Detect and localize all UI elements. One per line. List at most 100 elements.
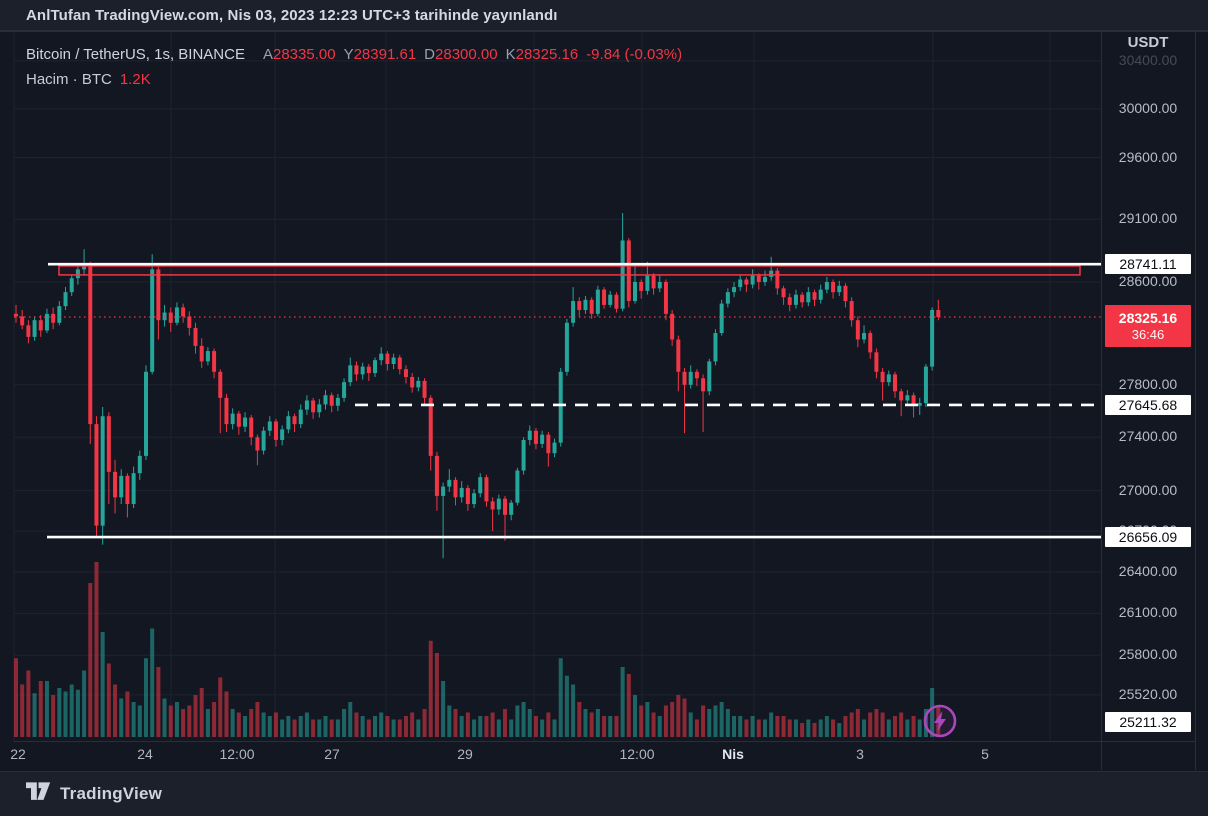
candle-body	[558, 371, 563, 443]
volume-bar	[478, 716, 483, 737]
volume-bar	[750, 716, 755, 737]
volume-bar	[744, 719, 749, 737]
candle-body	[385, 353, 390, 365]
change-value: -9.84 (-0.03%)	[586, 46, 683, 63]
candle-body	[26, 325, 31, 337]
candle-body	[540, 434, 545, 444]
candle-body	[14, 313, 18, 317]
candle-body	[32, 320, 37, 337]
candle-body	[824, 282, 829, 290]
candle-body	[713, 333, 718, 362]
volume-bar	[360, 716, 365, 737]
volume-bar	[521, 702, 526, 737]
candle-body	[812, 292, 817, 300]
volume-bar	[403, 716, 408, 737]
candle-body	[787, 297, 792, 305]
candle-body	[744, 279, 749, 285]
candle-body	[150, 269, 155, 372]
volume-bar	[57, 688, 62, 737]
volume-bar	[459, 716, 464, 737]
time-tick: 12:00	[619, 746, 655, 762]
volume-bar	[781, 716, 786, 737]
volume-bar	[849, 712, 854, 737]
candle-body	[917, 403, 922, 406]
current-price-value: 28325.16	[1118, 310, 1178, 326]
candle-body	[410, 376, 415, 388]
price-tick: 27400.00	[1118, 428, 1178, 445]
volume-bar	[738, 716, 743, 737]
candle-body	[515, 470, 520, 503]
candle-body	[20, 316, 25, 326]
candle-body	[292, 416, 297, 425]
volume-bar	[113, 684, 118, 737]
volume-bar	[540, 719, 545, 737]
candle-body	[88, 264, 93, 425]
volume-bar	[187, 705, 192, 737]
candle-body	[806, 292, 811, 303]
candle-body	[756, 275, 761, 283]
volume-bar	[905, 719, 910, 737]
candle-body	[682, 371, 687, 385]
volume-bar	[564, 675, 569, 737]
symbol-title[interactable]: Bitcoin / TetherUS, 1s, BINANCE	[26, 46, 245, 63]
tradingview-logo-icon[interactable]	[26, 782, 51, 806]
volume-bar	[824, 716, 829, 737]
volume-bar	[843, 716, 848, 737]
volume-bar	[106, 663, 111, 737]
footer-brand[interactable]: TradingView	[60, 784, 163, 803]
candle-body	[131, 473, 136, 505]
volume-bar	[930, 688, 935, 737]
volume-bar	[286, 716, 291, 737]
volume-bar	[379, 712, 384, 737]
candle-body	[218, 371, 223, 398]
volume-bar	[633, 695, 637, 737]
volume-bar	[230, 709, 235, 737]
volume-value: 1.2K	[119, 71, 151, 88]
volume-bar	[793, 719, 798, 737]
volume-bar	[38, 681, 43, 737]
candle-body	[546, 434, 551, 454]
volume-bar	[373, 716, 378, 737]
time-tick: 24	[137, 746, 153, 762]
volume-label[interactable]: Hacim · BTC	[26, 71, 112, 88]
byline: AnlTufan TradingView.com, Nis 03, 2023 1…	[0, 0, 1208, 31]
candle-body	[868, 333, 873, 353]
candle-body	[503, 498, 508, 515]
candle-body	[899, 391, 904, 401]
volume-bar	[818, 719, 823, 737]
candle-body	[818, 289, 823, 300]
candle-body	[298, 409, 303, 425]
candle-body	[762, 276, 767, 283]
candle-body	[800, 294, 805, 303]
volume-bar	[509, 719, 514, 737]
price-tick: 29600.00	[1118, 148, 1178, 165]
candle-body	[434, 455, 439, 496]
volume-bar	[385, 716, 390, 737]
byline-text: AnlTufan TradingView.com, Nis 03, 2023 1…	[26, 7, 558, 24]
price-range-box[interactable]	[58, 265, 1081, 276]
current-price-label: 28325.16 36:46	[1105, 305, 1191, 347]
volume-bar	[874, 709, 879, 737]
candle-body	[732, 287, 737, 293]
candle-body	[422, 380, 427, 398]
boost-lightning-icon[interactable]	[916, 697, 964, 745]
volume-bar	[911, 716, 916, 737]
volume-bar	[812, 723, 817, 737]
volume-bar	[82, 670, 87, 737]
candle-body	[428, 397, 433, 456]
legend-volume-row: Hacim · BTC 1.2K	[26, 69, 682, 91]
candle-body	[707, 361, 712, 392]
candle-body	[645, 275, 650, 291]
ohlc-value: 28300.00	[435, 46, 498, 63]
candle-body	[403, 369, 408, 377]
price-tick: 29100.00	[1118, 210, 1178, 227]
volume-bar	[261, 712, 266, 737]
candle-body	[521, 439, 526, 471]
chart-legend: Bitcoin / TetherUS, 1s, BINANCE A28335.00…	[26, 44, 682, 91]
volume-bar	[868, 712, 873, 737]
candle-body	[323, 395, 328, 405]
candle-body	[199, 345, 204, 362]
volume-bar	[100, 632, 105, 737]
volume-bar	[719, 702, 724, 737]
